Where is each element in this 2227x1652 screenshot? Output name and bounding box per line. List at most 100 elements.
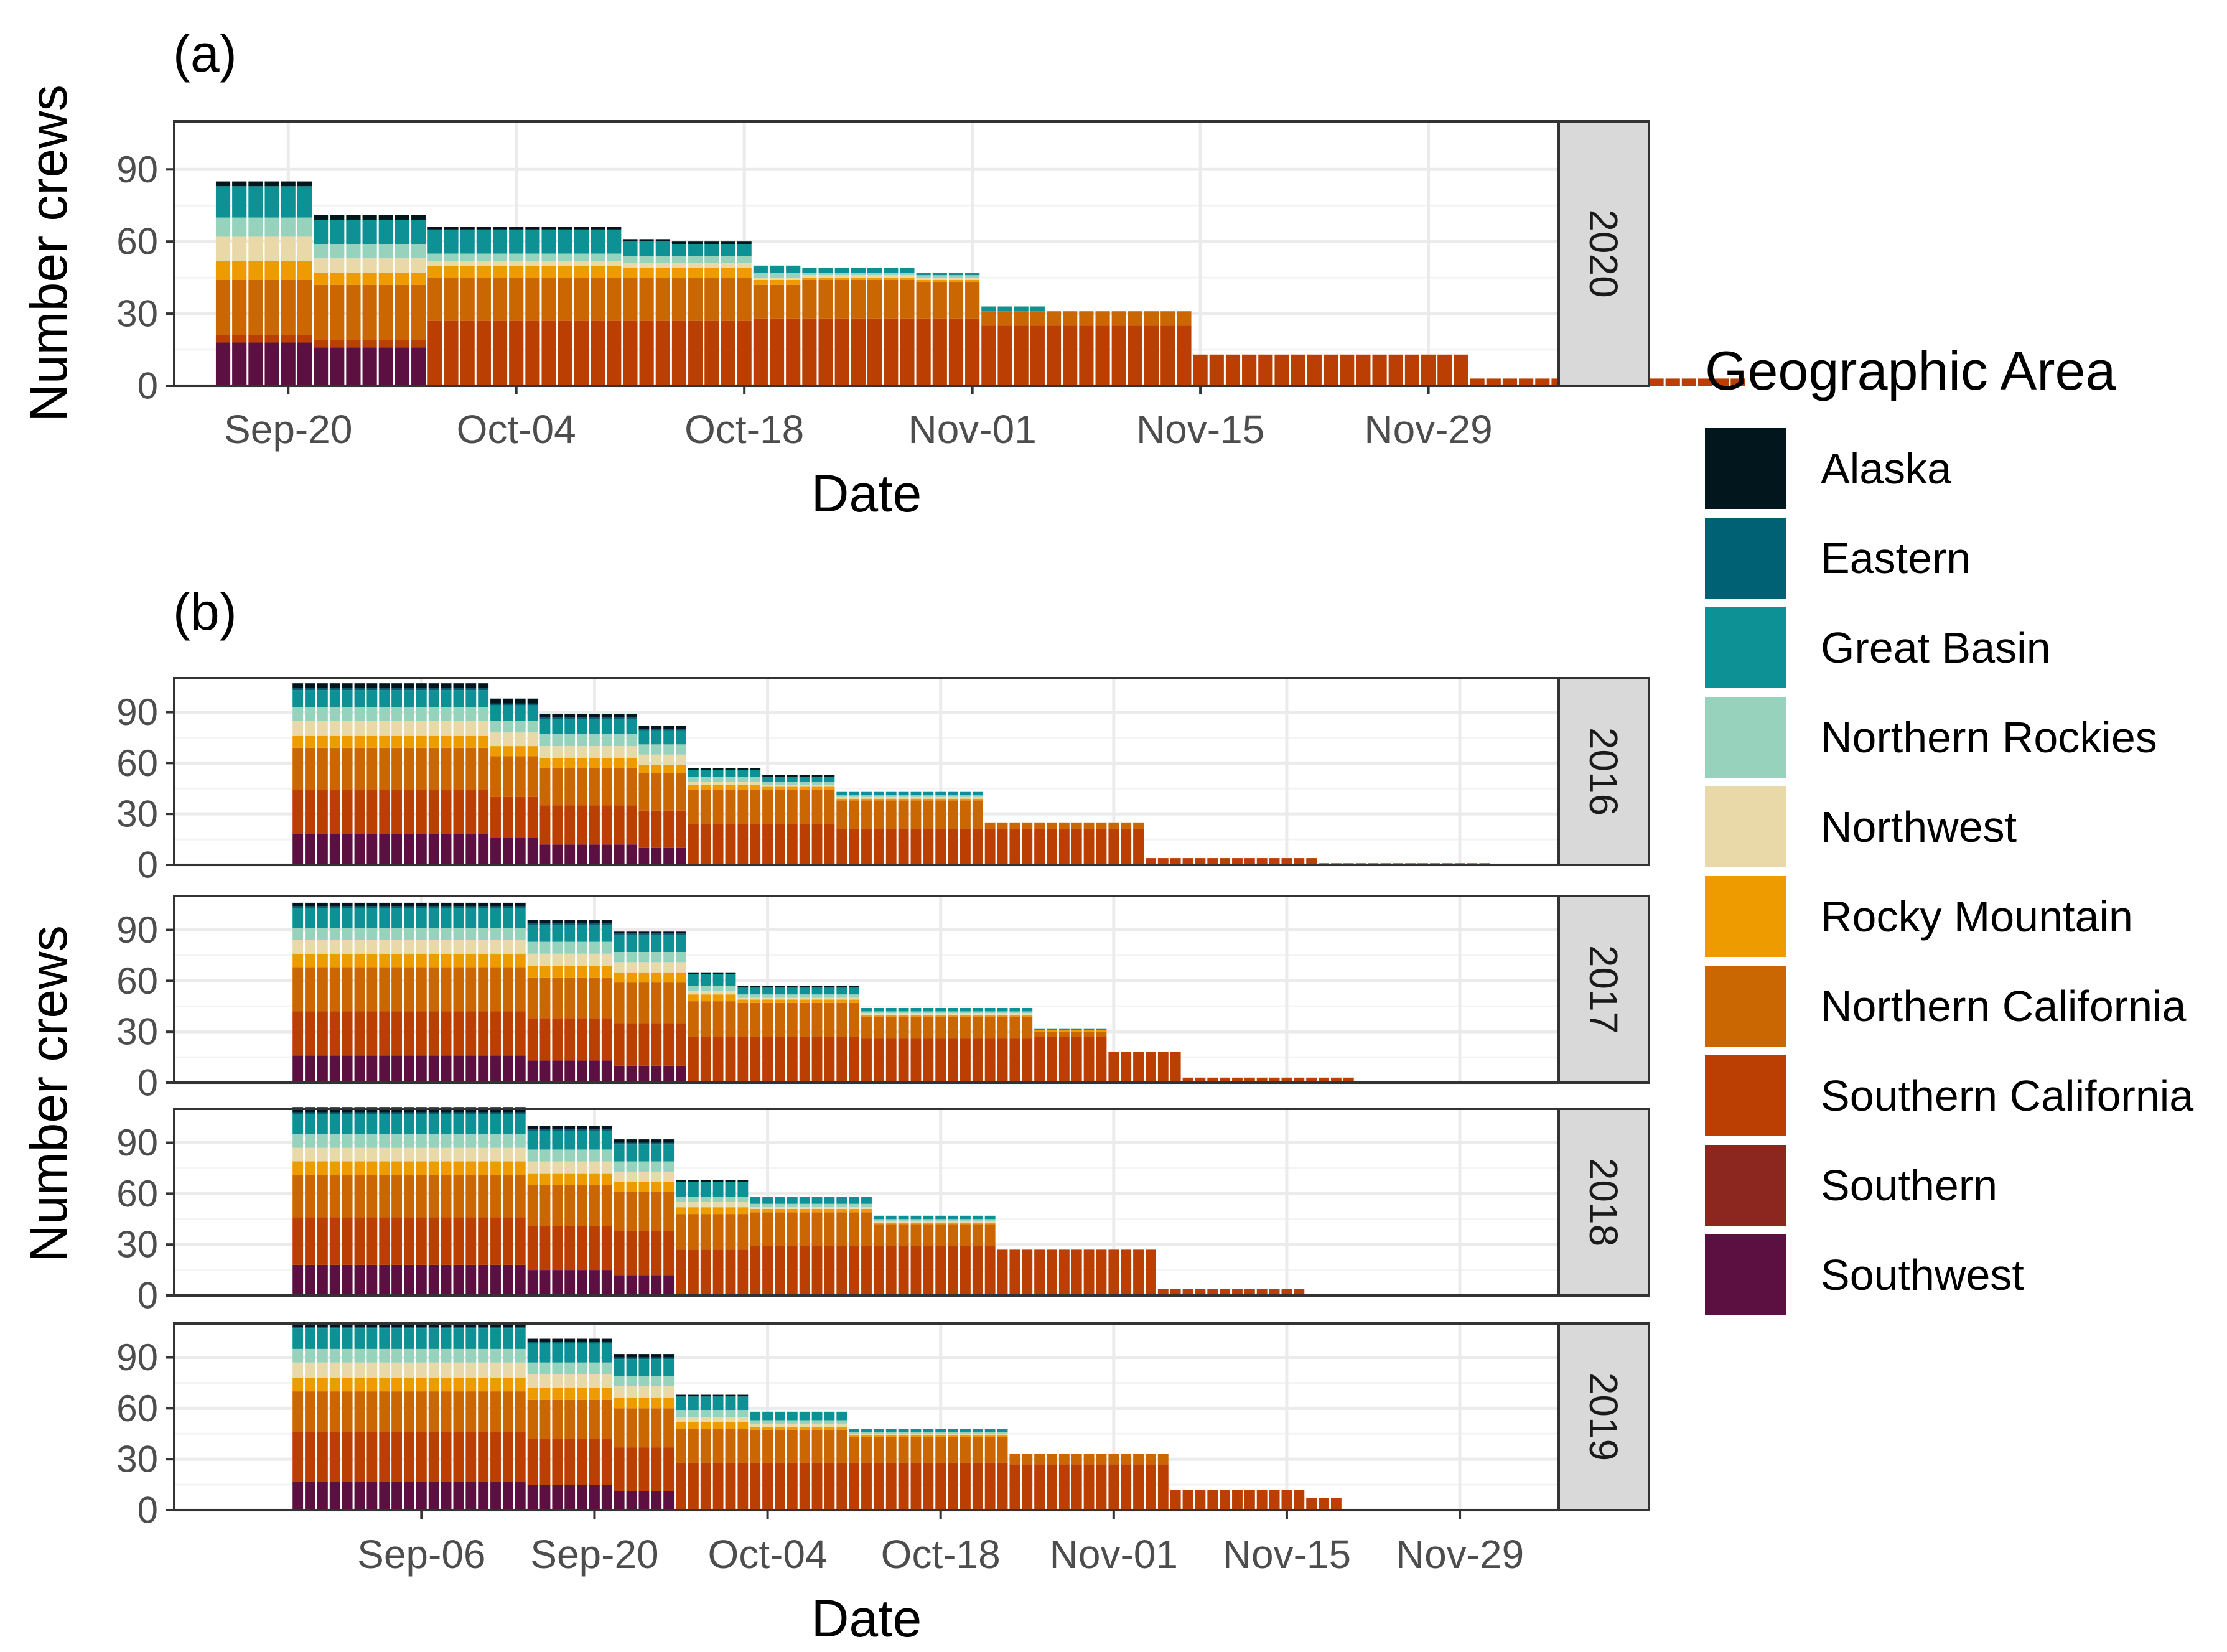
bar-segment (478, 1362, 489, 1378)
bar-segment (411, 220, 426, 245)
bar-segment (1133, 1249, 1144, 1295)
bar-segment (762, 1208, 773, 1213)
bar-segment (1207, 1289, 1218, 1295)
bar-segment (849, 829, 860, 865)
bar-segment (626, 1142, 637, 1145)
bar-segment (775, 986, 785, 988)
bar-segment (395, 284, 410, 340)
bar-segment (552, 1060, 563, 1083)
bar-segment (601, 768, 612, 806)
bar-segment (314, 340, 329, 348)
bar-segment (1502, 378, 1518, 386)
bar-segment (1034, 822, 1045, 829)
bar-segment (984, 829, 996, 865)
bar-segment (564, 844, 576, 865)
bar-segment (441, 902, 452, 907)
bar-segment (614, 1491, 625, 1510)
y-tick-label: 30 (116, 1011, 158, 1053)
bar-segment (818, 275, 833, 278)
bar-segment (959, 1014, 971, 1017)
bar-segment (626, 1376, 637, 1386)
bar-segment (948, 1435, 958, 1437)
bar-segment (502, 838, 513, 865)
bar-segment (465, 1264, 477, 1295)
bar-segment (1022, 1011, 1033, 1014)
bar-segment (700, 1394, 711, 1397)
bar-segment (539, 768, 551, 806)
bar-segment (589, 805, 600, 845)
bar-segment (799, 1423, 810, 1427)
bar-segment (935, 796, 946, 799)
bar-segment (836, 1411, 847, 1421)
bar-segment (305, 747, 315, 790)
bar-segment (539, 1018, 551, 1061)
bar-segment (802, 273, 817, 276)
bar-segment (391, 1147, 403, 1162)
bar-segment (997, 311, 1012, 326)
bar-segment (638, 744, 650, 755)
bar-segment (305, 1348, 315, 1363)
bar-segment (688, 782, 699, 785)
bar-segment (441, 940, 452, 954)
bar-segment (663, 933, 675, 935)
bar-segment (292, 1112, 304, 1114)
bar-segment (984, 1014, 996, 1017)
bar-segment (1306, 1498, 1317, 1510)
bar-segment (965, 280, 980, 282)
bar-segment (329, 1217, 340, 1265)
bar-segment (737, 1214, 749, 1250)
bar-segment (589, 1226, 600, 1271)
bar-segment (787, 824, 798, 865)
bar-segment (623, 263, 638, 268)
bar-segment (564, 1362, 576, 1374)
bar-segment (614, 714, 625, 717)
bar-segment (354, 1114, 365, 1134)
bar-segment (651, 1171, 662, 1182)
bar-segment (574, 229, 589, 254)
bar-segment (354, 834, 365, 865)
bar-segment (737, 994, 749, 998)
bar-segment (577, 805, 588, 845)
bar-segment (1083, 1037, 1095, 1083)
bar-segment (552, 1388, 563, 1400)
bar-segment (416, 1378, 427, 1392)
bar-segment (1269, 1289, 1280, 1295)
bar-segment (932, 275, 947, 278)
bar-segment (712, 768, 724, 770)
bar-segment (873, 1016, 884, 1039)
bar-segment (379, 1175, 390, 1218)
bar-segment (317, 1055, 328, 1083)
bar-segment (948, 1224, 958, 1246)
bar-segment (292, 967, 304, 1012)
bar-segment (366, 690, 378, 707)
bar-segment (700, 1429, 711, 1463)
bar-segment (849, 1207, 860, 1209)
bar-segment (317, 721, 328, 736)
bar-segment (346, 273, 361, 285)
bar-segment (984, 822, 996, 829)
bar-segment (564, 714, 576, 717)
bar-segment (248, 280, 263, 335)
bar-segment (811, 1212, 823, 1246)
bar-segment (898, 791, 909, 796)
bar-segment (725, 770, 736, 777)
bar-segment (721, 268, 735, 278)
bar-segment (411, 258, 426, 273)
bar-segment (1133, 1052, 1144, 1083)
bar-segment (478, 1147, 489, 1162)
bar-segment (1121, 1464, 1132, 1510)
bar-segment (997, 1011, 1008, 1014)
bar-segment (366, 721, 378, 736)
bar-segment (215, 236, 231, 261)
bar-segment (1256, 858, 1268, 865)
bar-segment (638, 1161, 650, 1172)
bar-segment (366, 908, 378, 928)
bar-segment (329, 1328, 340, 1349)
bar-segment (923, 1215, 934, 1220)
bar-segment (972, 1437, 983, 1463)
bar-segment (317, 1264, 328, 1295)
bar-segment (663, 1398, 675, 1409)
bar-segment (737, 1422, 749, 1429)
bar-segment (769, 284, 785, 319)
bar-segment (849, 798, 860, 801)
